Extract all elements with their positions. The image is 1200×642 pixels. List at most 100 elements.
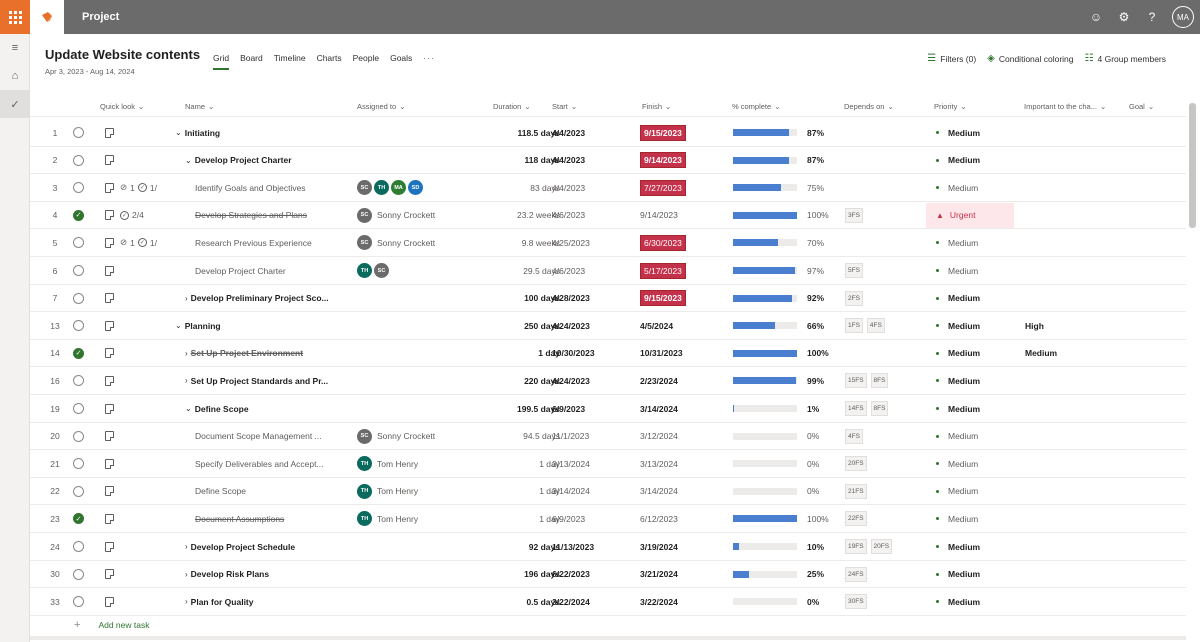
table-row[interactable]: 24 › Develop Project Schedule 92 days 11/13/…	[30, 533, 1186, 561]
notes-icon[interactable]	[105, 403, 114, 414]
pct-complete-cell[interactable]: 0%	[733, 450, 819, 477]
finish-cell[interactable]: 3/13/2024	[640, 450, 678, 477]
finish-cell[interactable]: 9/15/2023	[640, 119, 686, 146]
table-row[interactable]: 22 Define Scope TH Tom Henry 1 day 3/14/2024 3…	[30, 478, 1186, 506]
start-cell[interactable]: 4/24/2023	[552, 320, 590, 331]
assigned-cell[interactable]: TH SC	[357, 257, 389, 284]
complete-toggle[interactable]	[73, 312, 84, 339]
duration-cell[interactable]: 94.5 days	[523, 431, 560, 442]
priority-cell[interactable]: Medium	[936, 285, 980, 312]
depends-on-cell[interactable]: 22FS	[845, 505, 871, 532]
finish-cell[interactable]: 2/23/2024	[640, 367, 678, 394]
avatar[interactable]: SC	[357, 207, 372, 223]
table-row[interactable]: 7 › Develop Preliminary Project Sco... 100 …	[30, 285, 1186, 313]
pct-complete-cell[interactable]: 100%	[733, 340, 829, 367]
finish-cell[interactable]: 7/27/2023	[640, 174, 686, 201]
avatar[interactable]: TH	[357, 483, 372, 499]
complete-toggle[interactable]	[73, 533, 84, 560]
avatar[interactable]: TH	[374, 180, 389, 196]
depends-on-cell[interactable]: 30FS	[845, 588, 871, 615]
col-duration[interactable]: Duration ⌄	[493, 96, 553, 116]
start-cell[interactable]: 4/4/2023	[552, 182, 586, 193]
notes-icon[interactable]	[105, 458, 114, 469]
incomplete-circle-icon[interactable]	[73, 430, 84, 442]
home-icon[interactable]: ⌂	[11, 70, 19, 82]
priority-cell[interactable]: Medium	[936, 147, 980, 174]
task-name-cell[interactable]: ⌄ Define Scope	[185, 395, 355, 422]
checkmark-nav-icon[interactable]: ✓	[0, 90, 30, 118]
task-name[interactable]: Document Assumptions	[195, 513, 285, 524]
pct-complete-cell[interactable]: 75%	[733, 174, 824, 201]
vertical-scrollbar[interactable]	[1189, 103, 1196, 228]
finish-cell[interactable]: 3/14/2024	[640, 395, 678, 422]
completed-check-icon[interactable]: ✓	[73, 209, 84, 221]
start-cell[interactable]: 3/13/2024	[552, 458, 590, 469]
dependency-chip[interactable]: 2FS	[845, 290, 863, 306]
task-name-cell[interactable]: Document Scope Management ...	[195, 423, 355, 450]
task-name[interactable]: Specify Deliverables and Accept...	[195, 458, 324, 469]
avatar[interactable]: TH	[357, 456, 372, 472]
pct-complete-cell[interactable]: 0%	[733, 478, 819, 505]
chevron-down-icon[interactable]: ⌄	[175, 321, 182, 331]
priority-urgent[interactable]: ▲ Urgent	[926, 202, 1014, 228]
chevron-down-icon[interactable]: ⌄	[185, 404, 192, 413]
start-cell[interactable]: 4/4/2023	[552, 155, 586, 166]
assignee-avatars[interactable]: TH SC	[357, 263, 389, 278]
task-name-cell[interactable]: Develop Project Charter	[195, 257, 355, 284]
task-name-cell[interactable]: › Develop Preliminary Project Sco...	[185, 285, 355, 312]
task-name[interactable]: Document Scope Management ...	[195, 431, 322, 442]
quick-look-cell[interactable]	[105, 423, 114, 450]
notes-icon[interactable]	[105, 596, 114, 607]
pct-complete-cell[interactable]: 25%	[733, 561, 824, 588]
table-row[interactable]: 30 › Develop Risk Plans 196 days 6/22/2023 3/…	[30, 561, 1186, 589]
tab-timeline[interactable]: Timeline	[273, 53, 306, 63]
task-name[interactable]: Plan for Quality	[190, 596, 254, 607]
table-row[interactable]: 6 Develop Project Charter TH SC 29.5 days 4/6…	[30, 257, 1186, 285]
completed-check-icon[interactable]: ✓	[73, 347, 84, 359]
pct-complete-cell[interactable]: 66%	[733, 312, 824, 339]
table-row[interactable]: 20 Document Scope Management ... SC Sonny C…	[30, 423, 1186, 451]
depends-on-cell[interactable]: 14FS 8FS	[845, 395, 892, 422]
quick-look-cell[interactable]	[105, 367, 114, 394]
task-name-cell[interactable]: › Develop Project Schedule	[185, 533, 355, 560]
task-name[interactable]: Initiating	[184, 127, 221, 138]
feedback-smiley-icon[interactable]: ☺	[1089, 10, 1103, 24]
depends-on-cell[interactable]: 15FS 8FS	[845, 367, 892, 394]
priority-cell[interactable]: Medium	[936, 423, 978, 450]
filters-button[interactable]: ☰ Filters (0)	[927, 53, 976, 64]
finish-cell[interactable]: 6/30/2023	[640, 229, 686, 256]
complete-toggle[interactable]	[73, 561, 84, 588]
assigned-cell[interactable]: SC Sonny Crockett	[357, 229, 435, 256]
help-icon[interactable]: ?	[1148, 10, 1156, 24]
finish-cell[interactable]: 3/19/2024	[640, 533, 678, 560]
important-cell[interactable]: High	[1025, 320, 1044, 331]
avatar[interactable]: TH	[357, 263, 372, 278]
avatar[interactable]: SD	[408, 180, 423, 196]
complete-toggle[interactable]	[73, 588, 84, 615]
notes-icon[interactable]	[105, 375, 114, 386]
task-name[interactable]: Set Up Project Standards and Pr...	[190, 375, 329, 386]
incomplete-circle-icon[interactable]	[73, 458, 84, 470]
complete-toggle[interactable]	[73, 174, 84, 201]
complete-toggle[interactable]	[73, 257, 84, 284]
task-name[interactable]: Develop Risk Plans	[190, 569, 270, 580]
quick-look-cell[interactable]	[105, 505, 114, 532]
start-cell[interactable]: 11/13/2023	[552, 541, 595, 552]
duration-cell[interactable]: 220 days	[524, 375, 560, 386]
incomplete-circle-icon[interactable]	[73, 237, 84, 249]
pct-complete-cell[interactable]: 1%	[733, 395, 819, 422]
task-name[interactable]: Develop Strategies and Plans	[195, 210, 307, 221]
table-row[interactable]: 14 ✓ › Set Up Project Environment 1 day 10/30…	[30, 340, 1186, 368]
finish-cell[interactable]: 9/14/2023	[640, 202, 678, 229]
important-cell[interactable]: Medium	[1025, 348, 1058, 359]
task-name[interactable]: Set Up Project Environment	[190, 348, 304, 359]
more-tabs-icon[interactable]: ···	[423, 53, 435, 63]
finish-cell[interactable]: 10/31/2023	[640, 340, 683, 367]
quick-look-cell[interactable]	[105, 478, 114, 505]
finish-cell[interactable]: 6/12/2023	[640, 505, 678, 532]
dependency-chip[interactable]: 24FS	[845, 566, 867, 582]
depends-on-cell[interactable]: 24FS	[845, 561, 871, 588]
col-start[interactable]: Start ⌄	[552, 96, 612, 116]
priority-cell[interactable]: ▲ Urgent	[926, 202, 1014, 229]
table-row[interactable]: 23 ✓ Document Assumptions TH Tom Henry 1 day 6…	[30, 505, 1186, 533]
